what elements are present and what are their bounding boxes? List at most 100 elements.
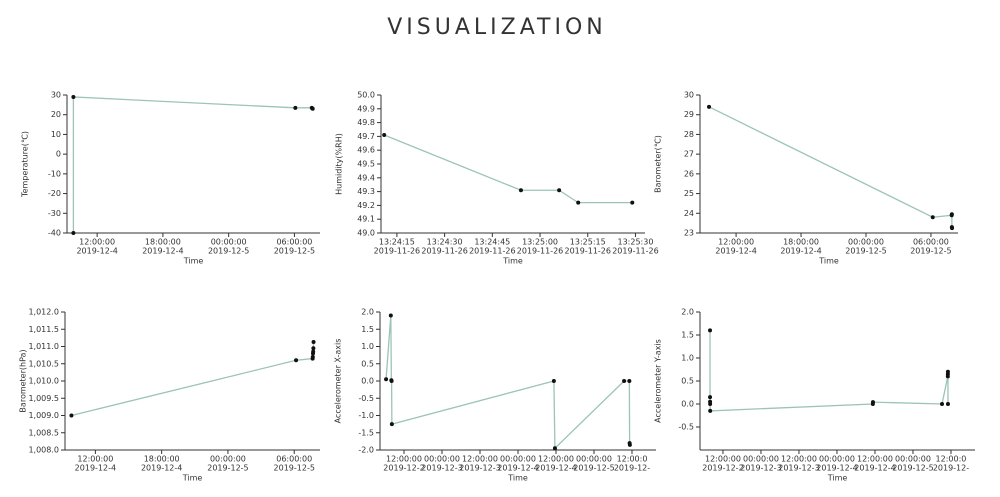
x-tick-label: 2019-12-2 xyxy=(702,464,743,473)
y-tick-label: 1,010.5 xyxy=(28,359,59,368)
data-line xyxy=(72,96,314,233)
y-tick-label: 49.5 xyxy=(357,160,375,169)
x-tick-label: 2019-11-26 xyxy=(564,247,611,256)
data-point xyxy=(311,346,316,351)
y-axis-label: Accelerometer X-axis xyxy=(334,339,343,424)
x-tick-label: 13:24:45 xyxy=(474,238,510,247)
x-tick-label: 2019-12-4 xyxy=(497,464,538,473)
y-tick-label: 49.1 xyxy=(357,215,375,224)
data-point xyxy=(551,379,556,383)
x-tick-label: 2019-12-2 xyxy=(383,464,424,473)
y-tick-label: 49.9 xyxy=(357,104,375,113)
x-tick-label: 2019-12-5 xyxy=(573,464,614,473)
y-tick-label: 1,011.5 xyxy=(28,325,59,334)
y-tick-label: 1.5 xyxy=(361,325,374,334)
x-tick-label: 2019-12-3 xyxy=(459,464,500,473)
y-axis-label: Temperature(℃) xyxy=(21,131,30,198)
data-line xyxy=(71,341,315,417)
data-point xyxy=(930,215,935,220)
y-tick-label: 50.0 xyxy=(357,91,375,100)
x-tick-label: 2019-12-4 xyxy=(75,464,116,473)
data-line xyxy=(385,315,631,450)
x-tick-label: 2019-11-26 xyxy=(421,247,468,256)
x-tick-label: 00:00:00 xyxy=(819,455,855,464)
y-tick-label: 30 xyxy=(684,91,694,100)
x-tick-label: 13:24:30 xyxy=(427,238,463,247)
x-tick-label: 06:00:00 xyxy=(276,455,312,464)
data-point xyxy=(945,369,950,374)
y-tick-label: 49.0 xyxy=(357,229,375,238)
y-tick-label: 49.8 xyxy=(357,118,375,127)
x-tick-label: 00:00:00 xyxy=(576,455,612,464)
x-tick-label: 06:00:00 xyxy=(276,238,312,247)
y-tick-label: 49.6 xyxy=(357,146,375,155)
x-tick-label: 2019-12-4 xyxy=(142,247,183,256)
y-tick-label: -1.0 xyxy=(358,411,374,420)
y-tick-label: 49.2 xyxy=(357,201,375,210)
data-point xyxy=(576,200,581,205)
x-tick-label: 2019-11-26 xyxy=(517,247,564,256)
x-tick-label: 00:00:00 xyxy=(210,455,246,464)
x-tick-label: 12:00:00 xyxy=(462,455,498,464)
x-axis-label: Time xyxy=(507,474,528,483)
x-tick-label: 12:00:00 xyxy=(781,455,817,464)
y-tick-label: 0.0 xyxy=(361,377,374,386)
x-tick-label: 00:00:00 xyxy=(743,455,779,464)
data-point xyxy=(311,340,316,345)
y-tick-label: 1.5 xyxy=(681,331,694,340)
data-point xyxy=(389,422,394,427)
data-point xyxy=(708,408,713,413)
data-point xyxy=(557,188,562,193)
data-point xyxy=(708,395,713,400)
y-tick-label: 24 xyxy=(684,209,694,218)
x-tick-label: 2019-12-3 xyxy=(778,464,819,473)
y-tick-label: 29 xyxy=(684,110,694,119)
x-tick-label: 00:00:00 xyxy=(500,455,536,464)
y-tick-label: -0.5 xyxy=(358,394,374,403)
y-axis-label: Barometer(℃) xyxy=(654,135,663,193)
data-point xyxy=(708,402,713,406)
y-tick-label: 0.5 xyxy=(681,377,694,386)
data-line xyxy=(709,330,949,412)
y-tick-label: 1.0 xyxy=(361,342,374,351)
x-tick-label: 2019-12-4 xyxy=(780,247,821,256)
data-point xyxy=(311,349,316,354)
x-tick-label: 12:00:00 xyxy=(538,455,574,464)
x-axis-label: Time xyxy=(183,257,204,266)
data-point xyxy=(870,400,875,405)
x-tick-label: 2019-12-5 xyxy=(207,464,248,473)
y-tick-label: 26 xyxy=(684,169,694,178)
y-axis-label: Humidity(%RH) xyxy=(335,133,344,195)
x-tick-label: 2019-12-5 xyxy=(274,464,315,473)
y-tick-label: 49.3 xyxy=(357,187,375,196)
y-tick-label: 0.0 xyxy=(681,400,694,409)
x-tick-label: 2019-12-4 xyxy=(816,464,857,473)
x-tick-label: 2019-11-26 xyxy=(469,247,516,256)
x-tick-label: 2019-12- xyxy=(614,464,650,473)
y-tick-label: 28 xyxy=(684,130,694,139)
x-tick-label: 06:00:00 xyxy=(913,238,949,247)
x-tick-label: 00:00:00 xyxy=(424,455,460,464)
y-tick-label: 2.0 xyxy=(681,308,694,317)
x-tick-label: 00:00:00 xyxy=(211,238,247,247)
chart-panel: 1,008.0 1,008.5 1,009.0 1,009.5 1,010.0 1,010… xyxy=(19,308,320,483)
y-tick-label: 2.0 xyxy=(361,308,374,317)
x-tick-label: 2019-12-3 xyxy=(421,464,462,473)
data-point xyxy=(707,104,712,109)
x-tick-label: 13:24:15 xyxy=(379,238,415,247)
data-point xyxy=(622,379,627,383)
y-axis-label: Accelerometer Y-axis xyxy=(654,339,663,423)
x-tick-label: 12:00:00 xyxy=(79,238,115,247)
page-title: VISUALIZATION xyxy=(387,15,607,40)
x-tick-label: 2019-12-4 xyxy=(141,464,182,473)
y-tick-label: 1,009.0 xyxy=(28,411,59,420)
y-tick-label: 1,010.0 xyxy=(28,377,59,386)
x-tick-label: 2019-12-5 xyxy=(910,247,951,256)
x-tick-label: 2019-12-5 xyxy=(274,247,315,256)
x-tick-label: 12:00:0 xyxy=(617,455,648,464)
x-tick-label: 2019-12-4 xyxy=(854,464,895,473)
y-tick-label: 30 xyxy=(51,91,61,100)
chart-panel: -2.0-1.5-1.0-0.50.00.51.01.52.012:00:002… xyxy=(334,308,656,483)
x-tick-label: 00:00:00 xyxy=(895,455,931,464)
